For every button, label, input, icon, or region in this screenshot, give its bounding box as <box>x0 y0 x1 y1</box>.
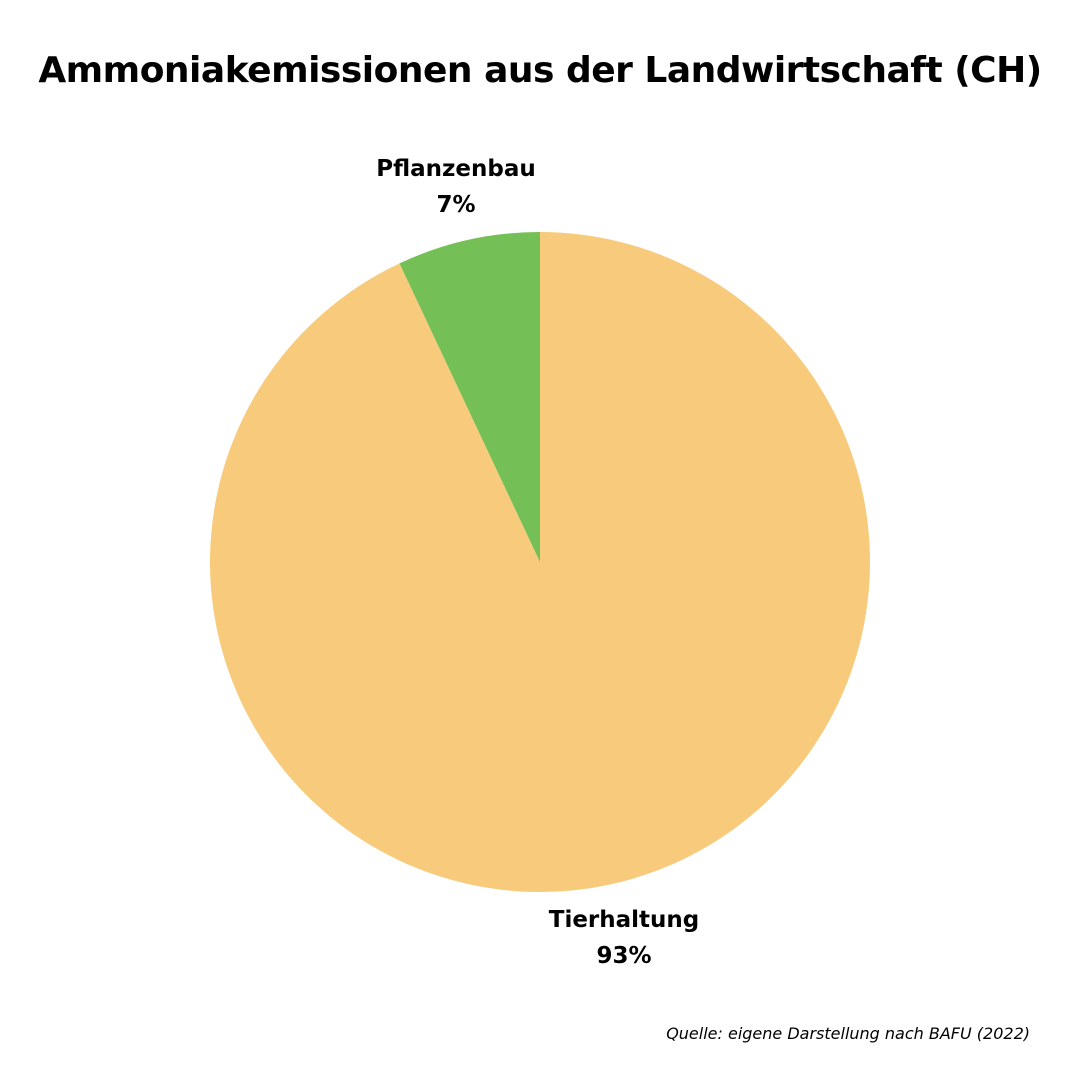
slice-label-tierhaltung: Tierhaltung 93% <box>494 902 754 974</box>
slice-label-tierhaltung-name: Tierhaltung <box>548 907 700 933</box>
slice-label-tierhaltung-value: 93% <box>596 943 652 969</box>
slice-label-pflanzenbau: Pflanzenbau 7% <box>326 151 586 223</box>
source-note: Quelle: eigene Darstellung nach BAFU (20… <box>666 1024 1030 1043</box>
slice-label-pflanzenbau-value: 7% <box>436 192 476 218</box>
slice-label-pflanzenbau-name: Pflanzenbau <box>376 156 536 182</box>
pie-slice-tierhaltung <box>209 232 870 892</box>
pie-slice-pflanzenbau <box>399 232 540 562</box>
chart-title: Ammoniakemissionen aus der Landwirtschaf… <box>38 50 1042 91</box>
